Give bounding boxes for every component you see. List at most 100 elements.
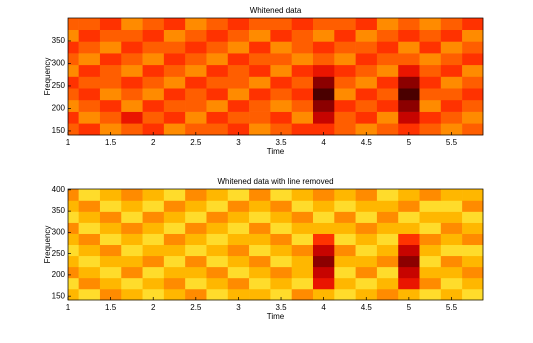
heatmap-cell	[249, 211, 271, 223]
heatmap-cell	[462, 88, 484, 101]
heatmap-cell	[419, 200, 442, 212]
heatmap-cell	[206, 29, 229, 42]
heatmap-cell	[185, 64, 207, 77]
x-tick-label: 4.5	[361, 138, 373, 147]
heatmap-cell	[68, 288, 79, 301]
heatmap-cell	[334, 111, 356, 124]
heatmap-cell	[440, 244, 463, 257]
heatmap-cell	[78, 189, 101, 201]
heatmap-cell	[419, 41, 442, 54]
heatmap-cell	[249, 288, 271, 301]
heatmap-cell	[270, 76, 292, 89]
heatmap-cell	[99, 88, 122, 101]
y-axis-label: Frequency	[43, 58, 52, 96]
heatmap-cell	[68, 76, 79, 89]
heatmap-cell	[398, 277, 420, 290]
heatmap-cell	[163, 53, 186, 66]
heatmap-cell	[142, 76, 165, 89]
heatmap-cell	[142, 111, 165, 124]
heatmap-cell	[270, 277, 292, 290]
heatmap-cell	[376, 244, 399, 257]
heatmap-cell	[270, 41, 292, 54]
heatmap-cell	[376, 41, 399, 54]
heatmap-cell	[99, 123, 122, 136]
heatmap-cell	[163, 200, 186, 212]
heatmap-cell	[334, 244, 356, 257]
heatmap-cell	[440, 64, 463, 77]
heatmap-cell	[185, 123, 207, 136]
heatmap-cell	[376, 111, 399, 124]
heatmap-cell	[68, 222, 79, 234]
heatmap-cell	[312, 76, 335, 89]
heatmap-cell	[398, 244, 420, 257]
heatmap-cell	[142, 266, 165, 279]
heatmap-cell	[398, 99, 420, 112]
heatmap-cell	[99, 53, 122, 66]
heatmap-cell	[99, 64, 122, 77]
y-tick-label: 300	[52, 227, 66, 236]
heatmap-cell	[249, 233, 271, 246]
heatmap-cell	[68, 18, 79, 30]
heatmap-cell	[227, 211, 250, 223]
heatmap-cell	[99, 18, 122, 30]
heatmap-cell	[270, 244, 292, 257]
heatmap-cell	[185, 88, 207, 101]
heatmap-cell	[249, 111, 271, 124]
heatmap-cell	[78, 200, 101, 212]
heatmap-cell	[99, 99, 122, 112]
heatmap-cell	[206, 189, 229, 201]
heatmap-cell	[312, 222, 335, 234]
heatmap-cell	[99, 200, 122, 212]
heatmap-cell	[462, 29, 484, 42]
heatmap-cell	[291, 244, 314, 257]
heatmap-cell	[334, 88, 356, 101]
heatmap-cell	[163, 18, 186, 30]
heatmap-cell	[206, 76, 229, 89]
x-tick-label: 5	[407, 138, 412, 147]
heatmap-cell	[78, 76, 101, 89]
heatmap-cell	[68, 53, 79, 66]
heatmap-cell	[440, 53, 463, 66]
heatmap-cell	[462, 288, 484, 301]
heatmap-cell	[142, 288, 165, 301]
heatmap-cell	[121, 255, 143, 268]
heatmap-cell	[462, 189, 484, 201]
heatmap-cell	[68, 255, 79, 268]
heatmap-cell	[398, 53, 420, 66]
heatmap-cell	[78, 41, 101, 54]
heatmap-cell	[355, 41, 378, 54]
heatmap-cell	[206, 88, 229, 101]
heatmap-cell	[227, 222, 250, 234]
heatmap-cell	[376, 233, 399, 246]
x-tick-label: 1	[66, 303, 71, 312]
heatmap-cell	[142, 88, 165, 101]
heatmap-cell	[334, 288, 356, 301]
heatmap-cell	[78, 111, 101, 124]
heatmap-cell	[185, 233, 207, 246]
heatmap-cell	[68, 88, 79, 101]
heatmap-cell	[419, 99, 442, 112]
heatmap-cell	[270, 53, 292, 66]
heatmap-cell	[249, 266, 271, 279]
heatmap-cell	[206, 53, 229, 66]
chart-title: Whitened data with line removed	[217, 177, 333, 186]
heatmap-cell	[291, 41, 314, 54]
heatmap-cell	[312, 189, 335, 201]
chart-title: Whitened data	[250, 6, 302, 15]
heatmap-cell	[270, 64, 292, 77]
x-tick-label: 1.5	[105, 138, 117, 147]
heatmap-cell	[68, 64, 79, 77]
heatmap-cell	[99, 111, 122, 124]
heatmap-cell	[270, 88, 292, 101]
heatmap-cell	[270, 111, 292, 124]
heatmap-cell	[68, 277, 79, 290]
heatmap-cell	[121, 211, 143, 223]
y-axis-label: Frequency	[43, 226, 52, 264]
heatmap-cell	[227, 200, 250, 212]
heatmap-cell	[185, 18, 207, 30]
heatmap-cell	[121, 88, 143, 101]
heatmap-cell	[249, 88, 271, 101]
heatmap-cell	[355, 222, 378, 234]
x-tick-label: 5	[407, 303, 412, 312]
